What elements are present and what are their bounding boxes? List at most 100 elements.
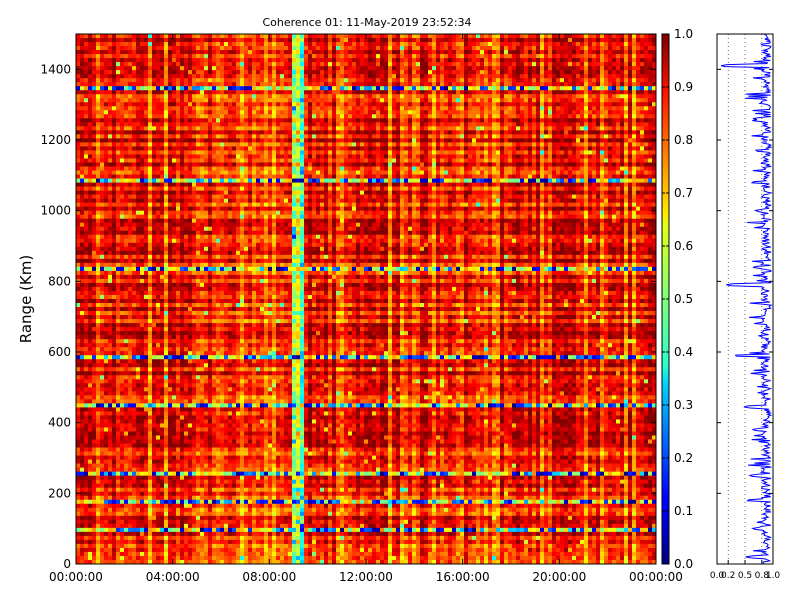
heatmap-cell	[104, 74, 109, 79]
heatmap-cell	[340, 114, 345, 119]
heatmap-cell	[308, 118, 313, 123]
heatmap-cell	[404, 38, 409, 43]
heatmap-cell	[604, 142, 609, 147]
heatmap-cell	[584, 166, 589, 171]
heatmap-cell	[196, 130, 201, 135]
heatmap-cell	[388, 74, 393, 79]
heatmap-cell	[252, 162, 257, 167]
heatmap-cell	[96, 142, 101, 147]
heatmap-cell	[360, 158, 365, 163]
heatmap-cell	[364, 74, 369, 79]
heatmap-cell	[584, 46, 589, 51]
heatmap-cell	[156, 154, 161, 159]
heatmap-cell	[608, 126, 613, 131]
heatmap-cell	[160, 50, 165, 55]
heatmap-cell	[360, 102, 365, 107]
heatmap-cell	[592, 54, 597, 59]
heatmap-cell	[180, 106, 185, 111]
heatmap-cell	[132, 94, 137, 99]
heatmap-cell	[256, 106, 261, 111]
heatmap-cell	[552, 98, 557, 103]
heatmap-cell	[204, 138, 209, 143]
heatmap-cell	[268, 166, 273, 171]
heatmap-cell	[616, 54, 621, 59]
heatmap-cell	[84, 98, 89, 103]
heatmap-cell	[108, 98, 113, 103]
heatmap-cell	[144, 90, 149, 95]
heatmap-cell	[256, 118, 261, 123]
heatmap-cell	[604, 122, 609, 127]
heatmap-cell	[76, 162, 81, 167]
heatmap-cell	[568, 94, 573, 99]
heatmap-cell	[468, 98, 473, 103]
heatmap-cell	[628, 118, 633, 123]
heatmap-cell	[184, 134, 189, 139]
heatmap-cell	[548, 134, 553, 139]
heatmap-cell	[140, 62, 145, 67]
heatmap-cell	[208, 130, 213, 135]
heatmap-cell	[284, 102, 289, 107]
heatmap-cell	[504, 158, 509, 163]
heatmap-cell	[552, 70, 557, 75]
heatmap-cell	[124, 110, 129, 115]
heatmap-cell	[280, 98, 285, 103]
heatmap-cell	[448, 86, 453, 91]
heatmap-cell	[160, 46, 165, 51]
heatmap-cell	[480, 102, 485, 107]
heatmap-cell	[564, 70, 569, 75]
heatmap-cell	[100, 70, 105, 75]
heatmap-cell	[396, 74, 401, 79]
heatmap-cell	[92, 38, 97, 43]
heatmap-cell	[204, 98, 209, 103]
heatmap-cell	[372, 42, 377, 47]
heatmap-cell	[368, 78, 373, 83]
heatmap-cell	[400, 134, 405, 139]
heatmap-cell	[284, 154, 289, 159]
heatmap-cell	[80, 122, 85, 127]
heatmap-cell	[264, 94, 269, 99]
heatmap-cell	[384, 82, 389, 87]
heatmap-cell	[104, 158, 109, 163]
heatmap-cell	[460, 38, 465, 43]
heatmap-cell	[616, 106, 621, 111]
heatmap-cell	[212, 94, 217, 99]
heatmap-cell	[240, 106, 245, 111]
heatmap-cell	[444, 82, 449, 87]
heatmap-cell	[84, 146, 89, 151]
heatmap-cell	[312, 110, 317, 115]
heatmap-cell	[560, 162, 565, 167]
heatmap-cell	[128, 62, 133, 67]
heatmap-cell	[564, 146, 569, 151]
heatmap-cell	[248, 126, 253, 131]
heatmap-cell	[396, 142, 401, 147]
heatmap-cell	[464, 90, 469, 95]
heatmap-cell	[520, 142, 525, 147]
heatmap-cell	[400, 130, 405, 135]
heatmap-cell	[436, 74, 441, 79]
heatmap-cell	[120, 62, 125, 67]
heatmap-cell	[352, 34, 357, 39]
heatmap-cell	[544, 58, 549, 63]
heatmap-cell	[540, 34, 545, 39]
heatmap-cell	[412, 158, 417, 163]
heatmap-cell	[164, 154, 169, 159]
heatmap-cell	[472, 114, 477, 119]
heatmap-cell	[268, 46, 273, 51]
heatmap-cell	[356, 166, 361, 171]
heatmap-cell	[156, 130, 161, 135]
heatmap-cell	[260, 42, 265, 47]
heatmap-cell	[592, 46, 597, 51]
heatmap-cell	[472, 58, 477, 63]
heatmap-cell	[340, 86, 345, 91]
heatmap-cell	[176, 150, 181, 155]
heatmap-cell	[100, 142, 105, 147]
heatmap-cell	[212, 42, 217, 47]
heatmap-cell	[480, 118, 485, 123]
heatmap-cell	[248, 90, 253, 95]
heatmap-cell	[464, 130, 469, 135]
heatmap-cell	[132, 134, 137, 139]
heatmap-cell	[76, 54, 81, 59]
heatmap-cell	[608, 158, 613, 163]
heatmap-cell	[632, 62, 637, 67]
heatmap-cell	[140, 54, 145, 59]
